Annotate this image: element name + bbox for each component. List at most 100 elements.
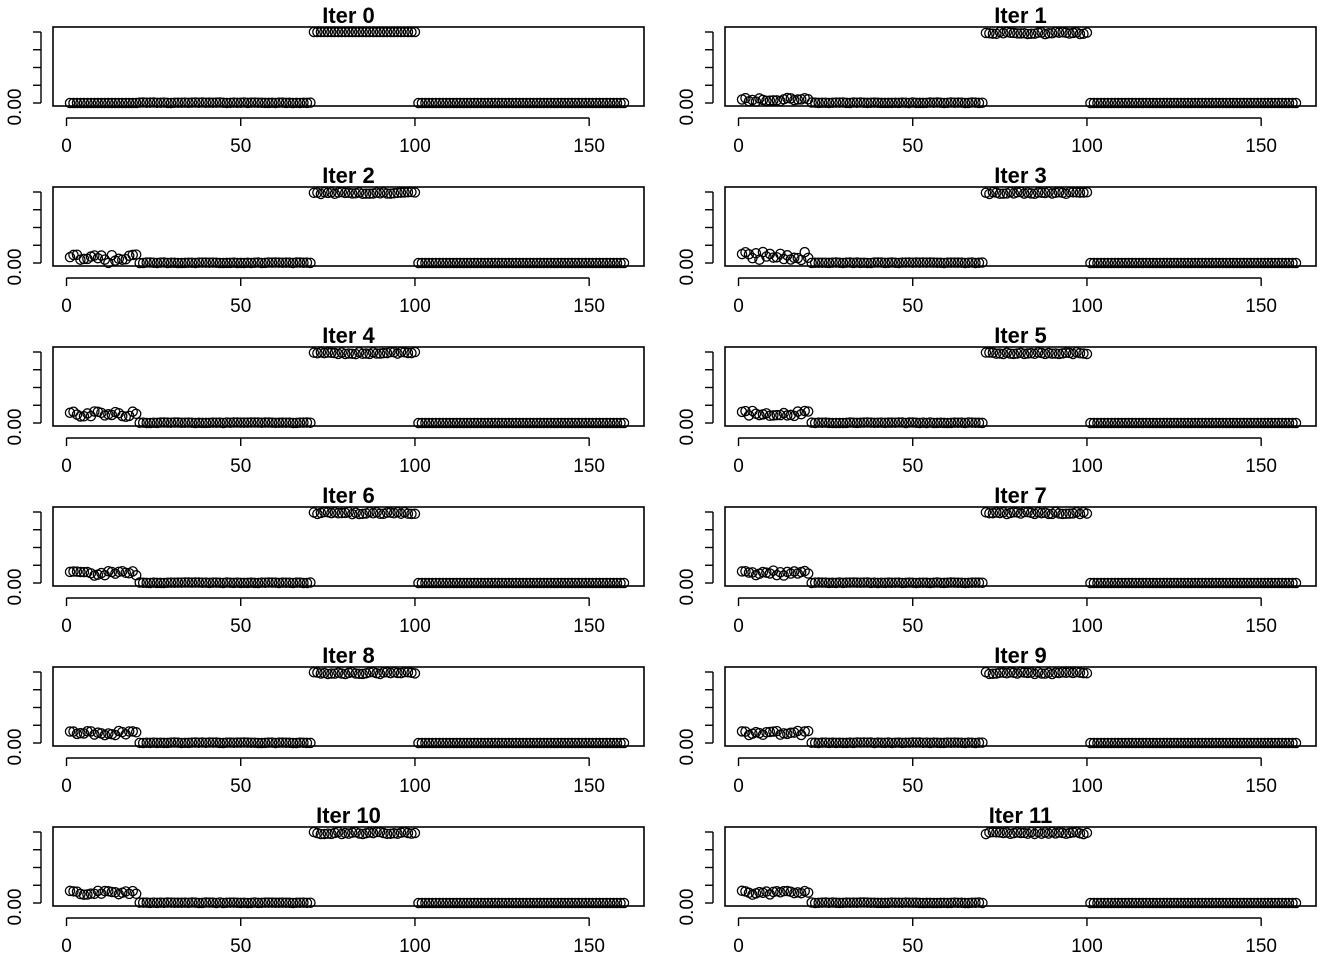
- data-point: [270, 417, 281, 429]
- data-point: [597, 97, 609, 109]
- data-point: [437, 897, 449, 909]
- data-point: [183, 97, 194, 109]
- data-point: [556, 257, 567, 269]
- data-point: [1095, 737, 1107, 749]
- data-point: [764, 889, 776, 900]
- data-point: [475, 97, 487, 109]
- data-point: [1179, 97, 1190, 109]
- data-point: [1137, 257, 1148, 269]
- data-point: [284, 257, 295, 268]
- data-point: [252, 737, 264, 749]
- data-point: [942, 577, 953, 589]
- data-point: [535, 257, 546, 269]
- data-point: [75, 727, 86, 739]
- data-point: [123, 726, 135, 737]
- data-point: [942, 737, 953, 748]
- x-tick-label: 0: [61, 616, 72, 637]
- data-point: [1238, 897, 1249, 909]
- data-point: [1109, 417, 1121, 429]
- data-point: [914, 577, 925, 589]
- data-point: [872, 897, 884, 909]
- data-point: [1126, 577, 1138, 589]
- data-point: [566, 97, 577, 109]
- data-point: [134, 897, 145, 908]
- data-point: [531, 577, 543, 589]
- data-point: [517, 897, 529, 909]
- data-point: [872, 737, 884, 748]
- data-point: [399, 26, 410, 38]
- data-point: [1210, 97, 1222, 109]
- data-point: [1113, 417, 1124, 429]
- x-tick-label: 100: [399, 136, 431, 157]
- data-point: [910, 417, 922, 428]
- data-point: [890, 897, 901, 908]
- data-point: [590, 577, 602, 589]
- data-point: [451, 97, 462, 109]
- data-point: [493, 737, 504, 749]
- data-point: [931, 97, 943, 108]
- data-point: [1102, 737, 1114, 749]
- data-point: [1196, 897, 1208, 909]
- data-point: [827, 737, 838, 748]
- y-tick-label: 0.00: [677, 89, 698, 126]
- data-point: [514, 97, 525, 109]
- data-point: [1276, 577, 1288, 589]
- data-point: [563, 577, 574, 589]
- data-point: [618, 737, 630, 749]
- data-point: [434, 737, 445, 749]
- data-point: [1269, 417, 1281, 429]
- data-point: [228, 97, 240, 108]
- data-point: [266, 737, 278, 748]
- data-point: [848, 737, 859, 749]
- data-point: [298, 737, 309, 749]
- data-point: [942, 97, 953, 109]
- data-point: [1182, 577, 1194, 589]
- data-point: [218, 737, 229, 749]
- data-point: [430, 737, 442, 749]
- data-point: [204, 737, 215, 748]
- data-point: [813, 897, 824, 909]
- data-point: [893, 417, 905, 428]
- data-point: [413, 897, 424, 909]
- data-point: [420, 737, 431, 749]
- data-point: [569, 897, 581, 909]
- plot-frame: [724, 186, 1317, 267]
- data-point: [308, 26, 320, 38]
- x-tick-label: 0: [733, 136, 744, 157]
- data-point: [573, 577, 584, 589]
- data-point: [1123, 737, 1135, 749]
- data-point: [615, 257, 626, 269]
- data-point: [1203, 97, 1215, 109]
- data-point: [998, 188, 1009, 199]
- data-point: [1241, 417, 1253, 429]
- data-point: [423, 257, 435, 269]
- data-point: [1259, 97, 1270, 109]
- data-point: [179, 417, 191, 428]
- data-point: [434, 417, 445, 429]
- data-point: [444, 417, 456, 429]
- data-point: [1221, 897, 1232, 909]
- data-point: [186, 417, 198, 428]
- data-point: [834, 577, 845, 588]
- data-point: [225, 577, 236, 588]
- data-point: [493, 257, 504, 269]
- data-point: [503, 417, 515, 429]
- data-point: [521, 97, 532, 109]
- data-point: [771, 252, 783, 263]
- data-point: [298, 897, 309, 908]
- data-point: [1245, 417, 1256, 429]
- data-point: [1123, 577, 1135, 589]
- data-point: [357, 508, 368, 520]
- data-point: [1113, 97, 1124, 109]
- panel-iter-9: Iter 90.000 50 100 150: [677, 643, 1317, 797]
- data-point: [1245, 257, 1256, 269]
- data-point: [1290, 97, 1302, 109]
- data-point: [280, 97, 292, 109]
- data-point: [876, 897, 887, 909]
- data-point: [1022, 348, 1033, 359]
- data-point: [183, 897, 194, 909]
- data-point: [883, 737, 894, 748]
- data-point: [778, 885, 790, 897]
- data-point: [371, 348, 382, 359]
